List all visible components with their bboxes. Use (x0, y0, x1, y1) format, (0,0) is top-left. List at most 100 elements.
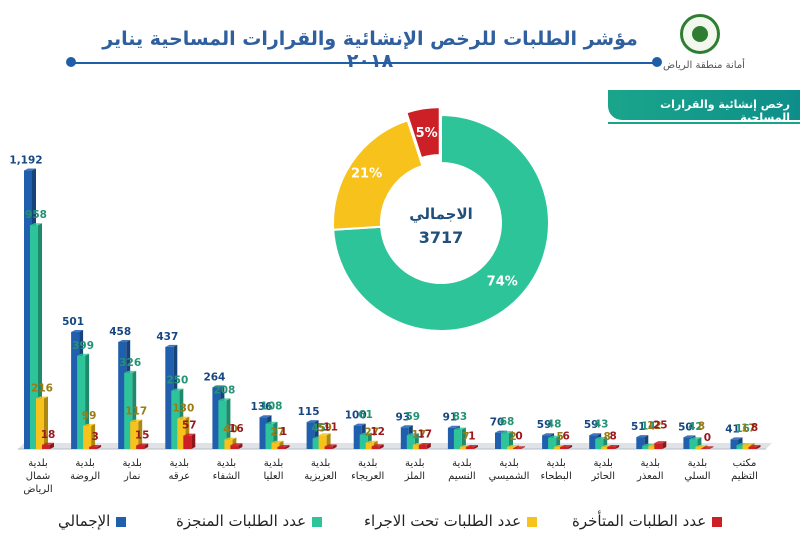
bar (24, 170, 32, 449)
bar-value-label: 326 (119, 357, 141, 369)
bar-side (38, 223, 42, 449)
bar (218, 400, 227, 449)
bar-value-label: 83 (453, 411, 468, 423)
bar-top (118, 340, 131, 343)
bar-value-label: 41 (725, 423, 740, 435)
bar-value-label: 8 (751, 422, 758, 434)
legend-swatch (712, 516, 723, 527)
bar (701, 448, 710, 449)
bar (265, 423, 274, 449)
bar-value-label: 18 (41, 429, 56, 441)
bar-value-label: 61 (358, 409, 373, 421)
donut-value-label: 21% (351, 166, 382, 181)
category-label: بلدية شمال الرياض (23, 458, 52, 495)
banner-underline (608, 122, 800, 124)
bar (171, 390, 180, 449)
bar-value-label: 99 (82, 410, 97, 422)
bar-value-label: 216 (31, 383, 53, 395)
bar-value-label: 17 (411, 429, 426, 441)
title-underline (70, 62, 658, 64)
bar-top (607, 445, 620, 447)
bar-top (130, 419, 143, 422)
bar-top (183, 433, 196, 436)
bar (165, 346, 174, 449)
bar-top (689, 437, 702, 440)
bar-top (507, 445, 519, 447)
category-label: بلدية الروضة (70, 458, 100, 482)
bar-top (83, 423, 96, 426)
bar-value-label: 43 (594, 419, 609, 431)
bar-value-label: 250 (166, 375, 188, 387)
bar-value-label: 59 (405, 411, 420, 423)
page-title: مؤشر الطلبات للرخص الإنشائية والقرارات ا… (102, 28, 638, 72)
bar (83, 425, 92, 449)
bar-top (542, 433, 555, 436)
bar-side (379, 444, 384, 449)
bar-value-label: 16 (229, 423, 244, 435)
bar-side (138, 419, 143, 449)
bar (495, 432, 503, 449)
donut-center-label: الاجمالي (409, 205, 473, 223)
bar-value-label: 51 (631, 421, 646, 433)
bar-top (24, 168, 36, 171)
bar-side (473, 445, 478, 449)
bar (224, 439, 233, 449)
donut-value-label: 5% (416, 126, 438, 141)
bar (601, 447, 610, 449)
bar-top (683, 435, 696, 438)
bar-value-label: 399 (72, 340, 94, 352)
bar-value-label: 100 (345, 410, 367, 422)
bar-value-label: 501 (62, 316, 84, 328)
section-banner: رخص إنشائية والقرارات المساحية (608, 90, 800, 124)
category-label: بلدية الحائر (590, 458, 615, 482)
bar-side (226, 398, 231, 449)
bar-value-label: 15 (135, 429, 150, 441)
bar-side (756, 445, 761, 449)
bar-value-label: 40 (223, 424, 238, 436)
bar-value-label: 59 (584, 419, 599, 431)
bar-value-label: 115 (298, 406, 320, 418)
bar-top (277, 445, 290, 447)
bar-top (36, 396, 48, 399)
bar-top (30, 223, 42, 226)
bar (742, 445, 751, 449)
bar-value-label: 70 (490, 417, 505, 429)
bar-top (406, 433, 419, 436)
bar (371, 446, 380, 449)
bar (459, 447, 468, 449)
bar-top (654, 441, 667, 444)
bar (589, 435, 598, 449)
bar-top (465, 445, 478, 447)
bar (130, 421, 139, 449)
bar-top (447, 425, 460, 428)
bar (259, 417, 268, 449)
bar (230, 445, 239, 449)
bar-side (144, 443, 149, 449)
bar (636, 437, 645, 449)
bar-value-label: 42 (688, 421, 703, 433)
bar-value-label: 264 (203, 371, 225, 383)
bar-value-label: 958 (25, 209, 47, 221)
bar-top (453, 427, 466, 430)
donut-slice (332, 113, 550, 332)
bar-top (589, 433, 602, 436)
category-label: بلدية البطحاء (540, 458, 571, 482)
title-underline-dot (652, 57, 662, 67)
category-label: بلدية النسيم (448, 458, 475, 482)
bar-value-label: 108 (261, 401, 283, 413)
bar-top (418, 443, 431, 446)
bar-value-label: 91 (443, 412, 458, 424)
bar (183, 435, 192, 449)
bar-value-label: 6 (562, 431, 569, 443)
bar-value-label: 11 (323, 421, 338, 433)
bar (418, 445, 427, 449)
bar-top (695, 445, 708, 447)
bar-side (662, 441, 667, 449)
bar-top (365, 440, 378, 443)
bar (359, 434, 368, 449)
bar (501, 433, 509, 449)
bar-value-label: 0 (704, 432, 711, 444)
logo-emblem-icon (692, 26, 708, 42)
bar (595, 438, 604, 449)
bar (695, 447, 704, 449)
